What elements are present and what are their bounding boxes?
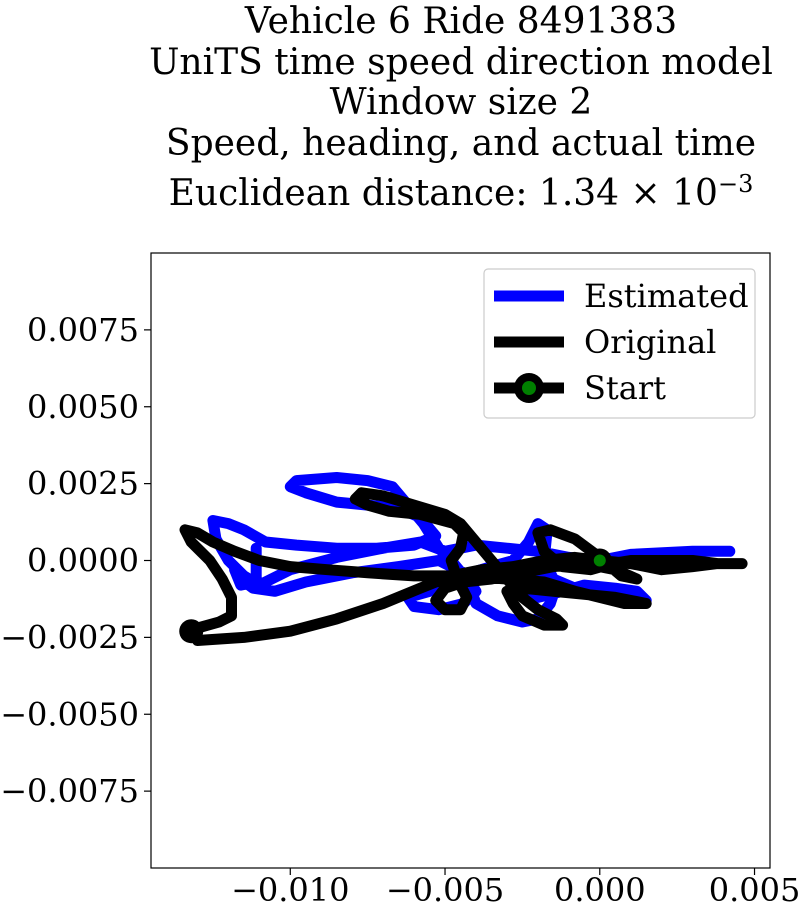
x-tick-label: −0.010	[231, 871, 349, 909]
series-line-original	[179, 487, 748, 646]
y-tick-label: 0.0025	[27, 465, 139, 503]
x-axis: −0.010 −0.005 0.000 0.005	[231, 868, 800, 909]
y-tick-label: 0.0050	[27, 388, 139, 426]
title-line-5: Euclidean distance: 1.34 × 10−3	[116, 164, 806, 215]
title-line-3: Window size 2	[329, 82, 593, 123]
y-axis: 0.0075 0.0050 0.0025 0.0000 −0.0025 −0.0050 −0…	[0, 311, 151, 810]
title-line-1: Vehicle 6 Ride 8491383	[244, 1, 678, 42]
legend-original-label: Original	[584, 323, 716, 361]
plot-area	[179, 472, 748, 646]
title-line-4: Speed, heading, and actual time	[165, 122, 757, 164]
y-tick-label: −0.0025	[0, 618, 139, 656]
legend-start-marker	[522, 381, 536, 395]
x-tick-label: 0.005	[709, 871, 801, 909]
chart-title: Vehicle 6 Ride 8491383 UniTS time speed …	[0, 1, 806, 215]
x-tick-label: 0.000	[554, 871, 646, 909]
start-marker	[593, 554, 606, 567]
y-tick-label: −0.0050	[0, 695, 139, 733]
y-tick-label: 0.0000	[27, 542, 139, 580]
y-tick-label: 0.0075	[27, 311, 139, 349]
series-line-estimated	[207, 472, 736, 628]
legend-start-label: Start	[584, 369, 666, 407]
x-tick-label: −0.005	[386, 871, 504, 909]
original-start-point	[179, 619, 204, 644]
y-tick-label: −0.0075	[0, 772, 139, 810]
title-distance-exponent: −3	[717, 170, 754, 198]
legend-estimated-label: Estimated	[584, 277, 749, 315]
legend: Estimated Original Start	[483, 268, 756, 419]
title-distance-text: Euclidean distance: 1.34 × 10	[168, 173, 718, 214]
legend-box	[483, 268, 756, 419]
title-line-2: UniTS time speed direction model	[149, 41, 773, 83]
